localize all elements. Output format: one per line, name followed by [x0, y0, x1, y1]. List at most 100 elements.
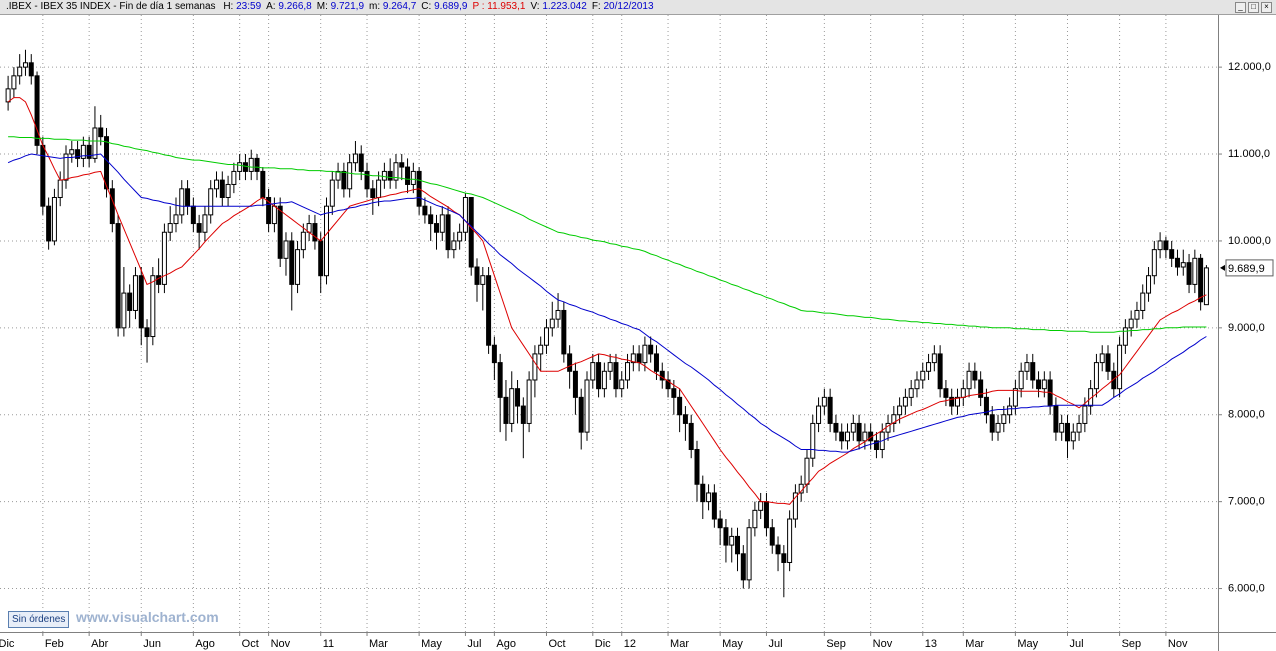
candle-body [1111, 370, 1117, 390]
x-tick-label: Oct [548, 638, 565, 650]
candle-body [381, 170, 387, 181]
candle-body [283, 240, 289, 259]
field-label: C: [421, 1, 432, 12]
candle-body [1186, 262, 1192, 285]
x-tick-label: Jul [768, 638, 782, 650]
orders-button[interactable]: Sin órdenes [8, 611, 70, 628]
candle-body [926, 362, 932, 372]
candle-body [607, 362, 613, 372]
candle-body [1134, 309, 1140, 320]
field-value: 9.264,7 [382, 1, 417, 12]
last-value-box [1225, 259, 1274, 277]
maximize-button[interactable]: □ [1248, 2, 1259, 13]
candle-body [908, 388, 914, 398]
candle-body [156, 275, 162, 285]
x-tick-label: Abr [91, 638, 108, 650]
field-label: M: [316, 1, 328, 12]
candle-body [578, 396, 584, 433]
candle-body [1146, 275, 1152, 294]
candle-body [711, 492, 717, 520]
candle-body [792, 492, 798, 520]
candle-body [694, 449, 700, 485]
x-tick-label: Ago [195, 638, 215, 650]
candle-body [538, 344, 544, 355]
field-value: 9.689,9 [434, 1, 468, 12]
candle-body [746, 527, 752, 581]
candle-body [254, 157, 260, 172]
candle-body [497, 362, 503, 398]
candle-body [451, 240, 457, 251]
candle-body [462, 196, 468, 233]
candle-body [653, 353, 659, 372]
candle-body [185, 188, 191, 207]
x-tick-label: Mar [965, 638, 984, 650]
x-tick-label: Dic [595, 638, 611, 650]
candle-body [1088, 388, 1094, 407]
candle-body [833, 422, 839, 433]
candle-body [1169, 249, 1175, 259]
close-button[interactable]: × [1261, 2, 1272, 13]
header-field: C: 9.689,9 [421, 1, 467, 12]
candle-body [1064, 422, 1070, 442]
candle-body [242, 162, 248, 172]
candle-body [1041, 379, 1047, 390]
candle-body [642, 344, 648, 364]
candle-body [1151, 249, 1157, 277]
candle-body [370, 188, 376, 198]
candle-body [677, 396, 683, 416]
candle-body [329, 179, 335, 207]
candle-body [752, 509, 758, 529]
candle-body [376, 179, 382, 198]
candle-body [289, 240, 295, 285]
candle-body [1128, 318, 1134, 329]
candle-body [648, 344, 654, 355]
candle-body [1001, 414, 1007, 424]
candle-body [300, 231, 306, 251]
candle-body [433, 223, 439, 233]
candle-body [972, 370, 978, 381]
candle-body [312, 223, 318, 242]
candle-body [271, 205, 277, 225]
candle-body [17, 66, 23, 77]
candle-body [11, 75, 17, 90]
candle-body [978, 379, 984, 398]
candle-body [457, 231, 463, 242]
candle-body [735, 535, 741, 555]
candle-body [827, 396, 833, 424]
field-value: 20/12/2013 [603, 1, 654, 12]
candle-body [1180, 262, 1186, 268]
candle-body [104, 136, 110, 190]
candle-body [920, 370, 926, 381]
candle-body [590, 362, 596, 381]
candle-body [468, 196, 474, 268]
x-tick-label: Sep [826, 638, 846, 650]
header-field: H: 23:59 [223, 1, 261, 12]
header-field: A: 9.266,8 [266, 1, 312, 12]
candle-body [520, 405, 526, 424]
header-field: M: 9.721,9 [317, 1, 364, 12]
field-label: F: [591, 1, 601, 12]
candle-body [1140, 292, 1146, 311]
x-tick-label: 11 [323, 638, 334, 650]
candle-body [92, 127, 98, 159]
minimize-button[interactable]: _ [1235, 2, 1246, 13]
candle-body [989, 414, 995, 433]
candle-body [856, 422, 862, 442]
x-tick-label: Ago [496, 638, 516, 650]
header-field: m: 9.264,7 [369, 1, 416, 12]
candle-body [845, 431, 851, 442]
candle-body [266, 196, 272, 225]
candle-body [584, 379, 590, 433]
candle-body [1007, 405, 1013, 416]
candle-body [671, 388, 677, 398]
candle-body [1024, 362, 1030, 372]
candle-body [515, 388, 521, 407]
candle-body [1105, 353, 1111, 372]
candle-body [405, 166, 411, 185]
candle-body [682, 414, 688, 424]
candle-body [787, 518, 793, 563]
candle-body [665, 379, 671, 390]
candle-body [86, 144, 92, 159]
field-label: A: [266, 1, 276, 12]
